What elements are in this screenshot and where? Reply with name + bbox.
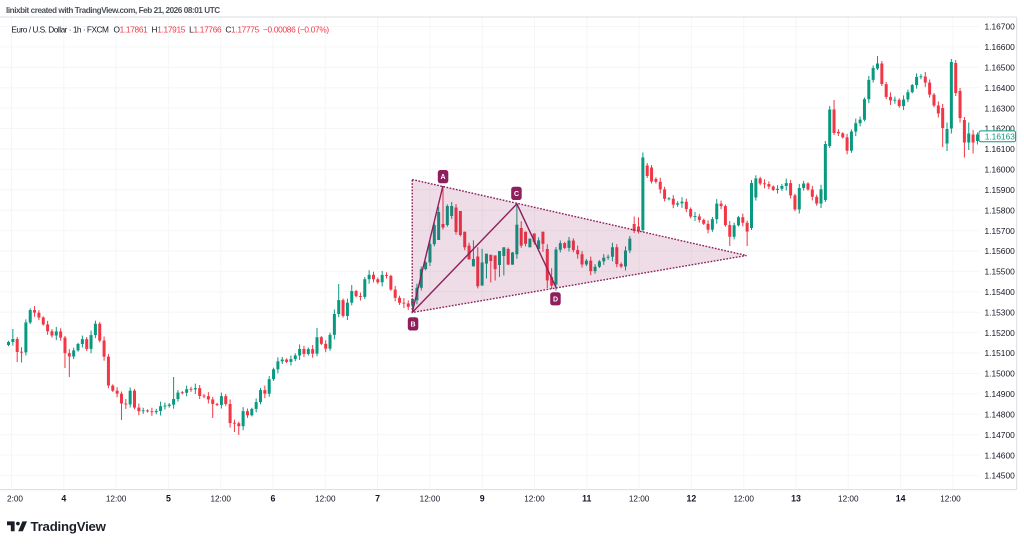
svg-text:1.14500: 1.14500 (985, 471, 1016, 481)
svg-text:6: 6 (271, 494, 276, 504)
svg-text:1.16100: 1.16100 (985, 144, 1016, 154)
svg-text:13: 13 (791, 494, 801, 504)
svg-text:C: C (514, 191, 519, 198)
svg-text:7: 7 (375, 494, 380, 504)
svg-text:12:00: 12:00 (315, 495, 336, 504)
svg-text:12:00: 12:00 (940, 495, 961, 504)
svg-text:1.16700: 1.16700 (985, 22, 1016, 32)
svg-text:linixbit created with TradingV: linixbit created with TradingView.com, F… (6, 6, 220, 15)
svg-text:1.15900: 1.15900 (985, 185, 1016, 195)
svg-text:12:00: 12:00 (420, 495, 441, 504)
svg-text:12:00: 12:00 (733, 495, 754, 504)
svg-text:12:00: 12:00 (838, 495, 859, 504)
svg-text:4: 4 (61, 494, 66, 504)
svg-text:1.14800: 1.14800 (985, 410, 1016, 420)
svg-text:1.15800: 1.15800 (985, 205, 1016, 215)
svg-text:1.16000: 1.16000 (985, 165, 1016, 175)
svg-text:1.16163: 1.16163 (985, 131, 1016, 141)
svg-text:11: 11 (582, 494, 591, 504)
svg-text:1.14900: 1.14900 (985, 389, 1016, 399)
svg-text:1.15000: 1.15000 (985, 369, 1016, 379)
svg-text:1.16600: 1.16600 (985, 42, 1016, 52)
svg-text:A: A (440, 174, 445, 181)
svg-text:1.15100: 1.15100 (985, 348, 1016, 358)
svg-text:D: D (553, 296, 558, 303)
svg-text:1.15700: 1.15700 (985, 226, 1016, 236)
svg-text:B: B (410, 322, 415, 329)
svg-text:12: 12 (687, 494, 697, 504)
svg-text:5: 5 (166, 494, 171, 504)
svg-text:1.15200: 1.15200 (985, 328, 1016, 338)
svg-text:9: 9 (480, 494, 485, 504)
svg-text:TradingView: TradingView (31, 519, 107, 534)
svg-text:1.15600: 1.15600 (985, 246, 1016, 256)
svg-text:12:00: 12:00 (629, 495, 650, 504)
svg-text:1.16300: 1.16300 (985, 103, 1016, 113)
svg-text:1.14600: 1.14600 (985, 450, 1016, 460)
svg-text:12:00: 12:00 (210, 495, 231, 504)
svg-text:1.15400: 1.15400 (985, 287, 1016, 297)
svg-text:14: 14 (896, 494, 906, 504)
svg-text:Euro / U.S. Dollar · 1h · FXCM: Euro / U.S. Dollar · 1h · FXCM O1.17861 H1… (11, 25, 329, 35)
svg-text:2:00: 2:00 (7, 495, 23, 504)
svg-text:1.16400: 1.16400 (985, 83, 1016, 93)
svg-text:1.15300: 1.15300 (985, 307, 1016, 317)
svg-text:1.14700: 1.14700 (985, 430, 1016, 440)
svg-text:1.15500: 1.15500 (985, 267, 1016, 277)
svg-text:12:00: 12:00 (106, 495, 127, 504)
svg-text:1.16200: 1.16200 (985, 124, 1016, 134)
svg-text:12:00: 12:00 (524, 495, 545, 504)
svg-text:1.16500: 1.16500 (985, 63, 1016, 73)
